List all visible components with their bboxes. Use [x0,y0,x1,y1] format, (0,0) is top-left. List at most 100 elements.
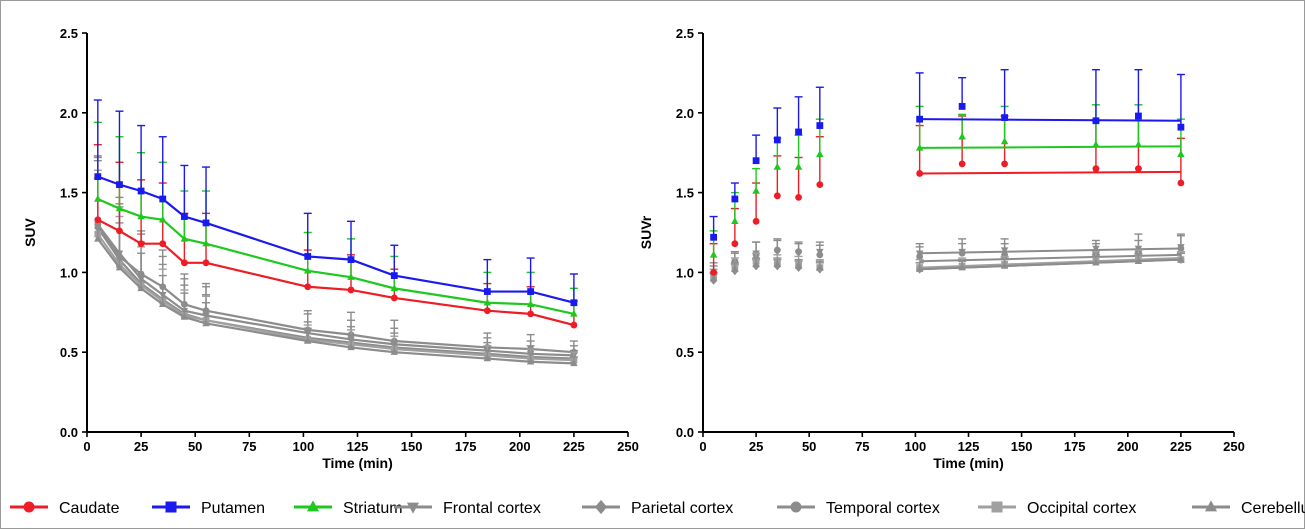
x-tick-label: 0 [83,439,90,454]
x-tick-label: 50 [188,439,202,454]
data-point [731,195,739,203]
y-tick-label: 2.5 [60,26,78,41]
data-point [390,284,399,292]
data-point [816,263,824,271]
data-point [116,181,123,189]
data-point [483,298,492,306]
data-point [958,249,966,257]
data-point [1001,114,1009,121]
y-tick-label: 2.0 [60,106,78,121]
data-point [570,359,578,367]
data-point [1135,165,1142,173]
y-tick-label: 2.5 [676,26,694,41]
y-tick-label: 0.5 [676,345,694,360]
data-point [816,150,824,158]
legend-marker [991,501,1003,513]
data-point [159,195,167,203]
legend-marker [1204,500,1218,512]
data-point [180,213,188,220]
data-point [1134,257,1143,264]
legend-item-temporal-cortex: Temporal cortex [777,500,940,517]
data-point [94,194,102,202]
data-point [94,173,102,181]
data-point [773,260,782,268]
data-point [347,286,355,294]
data-point [390,348,399,355]
data-point [709,250,718,258]
data-point [752,260,760,268]
legend-label: Frontal cortex [443,500,541,517]
data-point [347,343,355,351]
data-point [159,215,167,223]
legend: Caudate Putamen Striatum Frontal cortex Pari… [10,499,1305,517]
series-line [97,218,575,327]
series-cerebellum [93,177,578,367]
legend-marker [306,500,320,512]
x-tick-label: 100 [293,439,315,454]
legend-label: Cerebellum [1241,500,1305,517]
data-point [180,234,189,242]
data-point [570,299,578,307]
data-point [137,240,145,248]
legend-label: Occipital cortex [1027,500,1136,517]
data-point [570,309,578,317]
x-tick-label: 150 [401,439,423,454]
data-point [1092,140,1100,148]
data-point [916,170,924,177]
data-point [1177,150,1185,158]
data-point [115,204,124,212]
data-point [794,162,803,170]
data-point [137,284,145,292]
data-point [1177,245,1185,252]
legend-label: Parietal cortex [631,500,733,517]
legend-marker [790,501,802,513]
series-striatum [709,104,1185,258]
data-point [816,181,824,189]
data-point [137,187,145,195]
data-point [180,259,188,267]
legend-item-occipital-cortex: Occipital cortex [978,500,1136,517]
series-line [97,197,575,315]
legend-marker [165,501,177,513]
data-point [773,246,781,254]
data-point [773,136,781,144]
series-line [96,238,574,365]
data-point [303,336,312,344]
data-point [731,265,739,272]
data-point [709,274,718,282]
data-point [1000,261,1009,269]
series-occipital-cortex [93,169,578,364]
legend-label: Striatum [343,500,403,517]
data-point [795,193,802,201]
x-tick-label: 175 [455,439,477,454]
series-putamen [93,99,578,307]
x-tick-label: 200 [1117,439,1139,454]
data-point [94,234,102,242]
series-occipital-cortex [709,249,1185,281]
series-temporal-cortex [709,234,1185,276]
y-tick-label: 0.5 [60,345,78,360]
data-point [483,307,491,315]
data-point [202,239,210,247]
data-point [752,157,760,165]
data-point [773,192,781,200]
x-tick-label: 150 [1011,439,1033,454]
data-point [1001,160,1009,168]
legend-label: Temporal cortex [826,500,940,517]
x-tick-label: 125 [958,439,980,454]
legend-label: Putamen [201,500,265,517]
x-tick-label: 25 [749,439,763,454]
data-point [794,261,803,269]
data-point [916,253,924,260]
data-point [1000,137,1009,145]
data-point [180,313,189,320]
panel-suvr: 0 25 50 75 100 125 150 175 200 225 250 0.0 0.5 1.0 1.5… [638,26,1245,471]
data-point [527,288,535,295]
legend-marker [23,501,35,513]
x-tick-label: 200 [509,439,531,454]
fit-line [919,118,1181,122]
data-point [958,263,966,271]
legend-item-frontal-cortex: Frontal cortex [394,500,541,517]
y-tick-label: 1.5 [676,186,694,201]
data-point [347,273,355,280]
